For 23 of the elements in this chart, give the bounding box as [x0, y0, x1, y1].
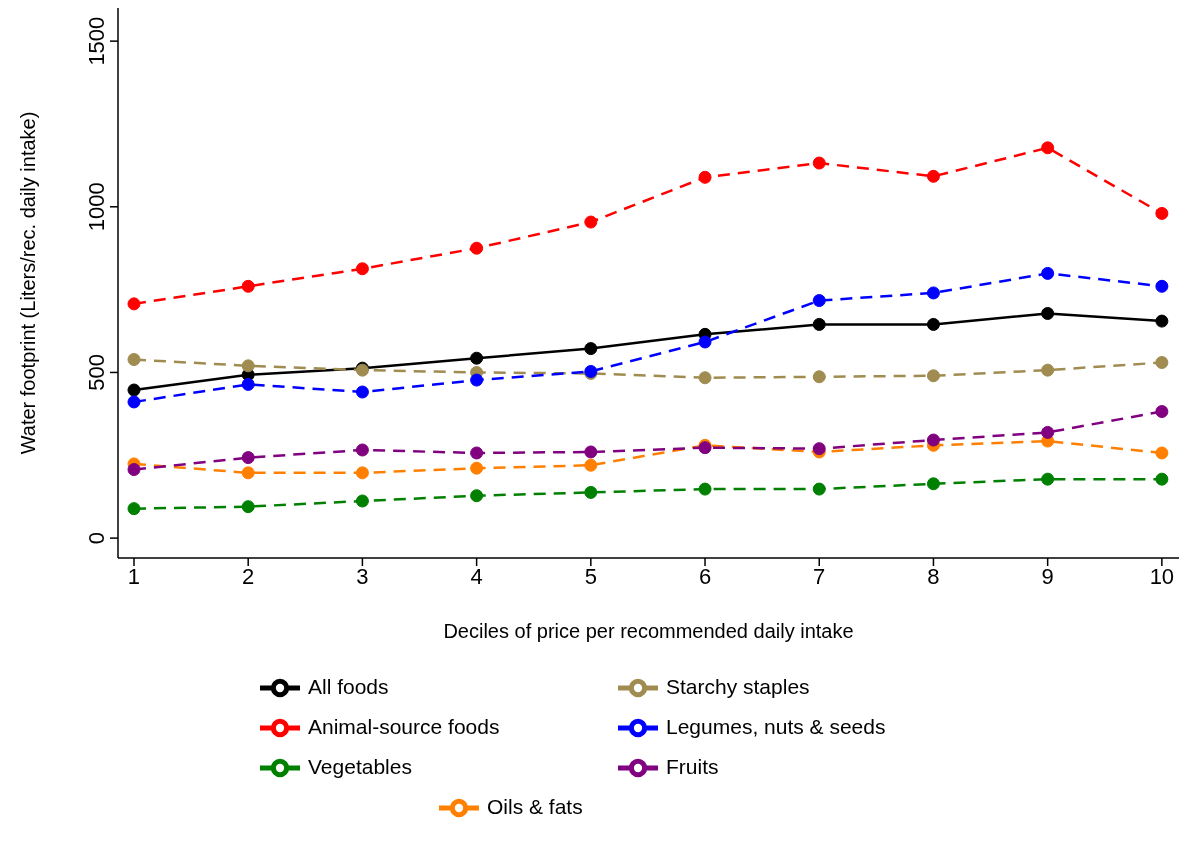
y-tick-label: 500 [84, 354, 109, 391]
y-tick-label: 1500 [84, 16, 109, 66]
legend-label: Legumes, nuts & seeds [665, 713, 887, 740]
y-tick-label: 0 [84, 532, 109, 545]
x-tick-label: 3 [356, 563, 369, 589]
y-tick-label: 1000 [84, 182, 109, 232]
legend-label: All foods [307, 673, 390, 700]
x-tick-label: 8 [927, 563, 940, 589]
legend-label: Starchy staples [665, 673, 811, 700]
x-tick-label: 5 [584, 563, 597, 589]
x-axis-title: Deciles of price per recommended daily intake [443, 620, 854, 642]
y-axis-title: Water footprint (Liters/rec. daily intake) [17, 111, 40, 455]
legend-label: Animal-source foods [307, 713, 501, 740]
legend-label: Vegetables [307, 753, 413, 780]
x-tick-label: 4 [470, 563, 483, 589]
legend-label: Oils & fats [486, 793, 584, 820]
legend-label: Fruits [665, 753, 720, 780]
x-tick-label: 9 [1041, 563, 1054, 589]
x-tick-label: 10 [1149, 563, 1175, 589]
x-tick-label: 2 [242, 563, 255, 589]
x-tick-label: 1 [127, 563, 141, 589]
x-tick-label: 6 [698, 563, 712, 589]
x-tick-label: 7 [813, 563, 826, 589]
